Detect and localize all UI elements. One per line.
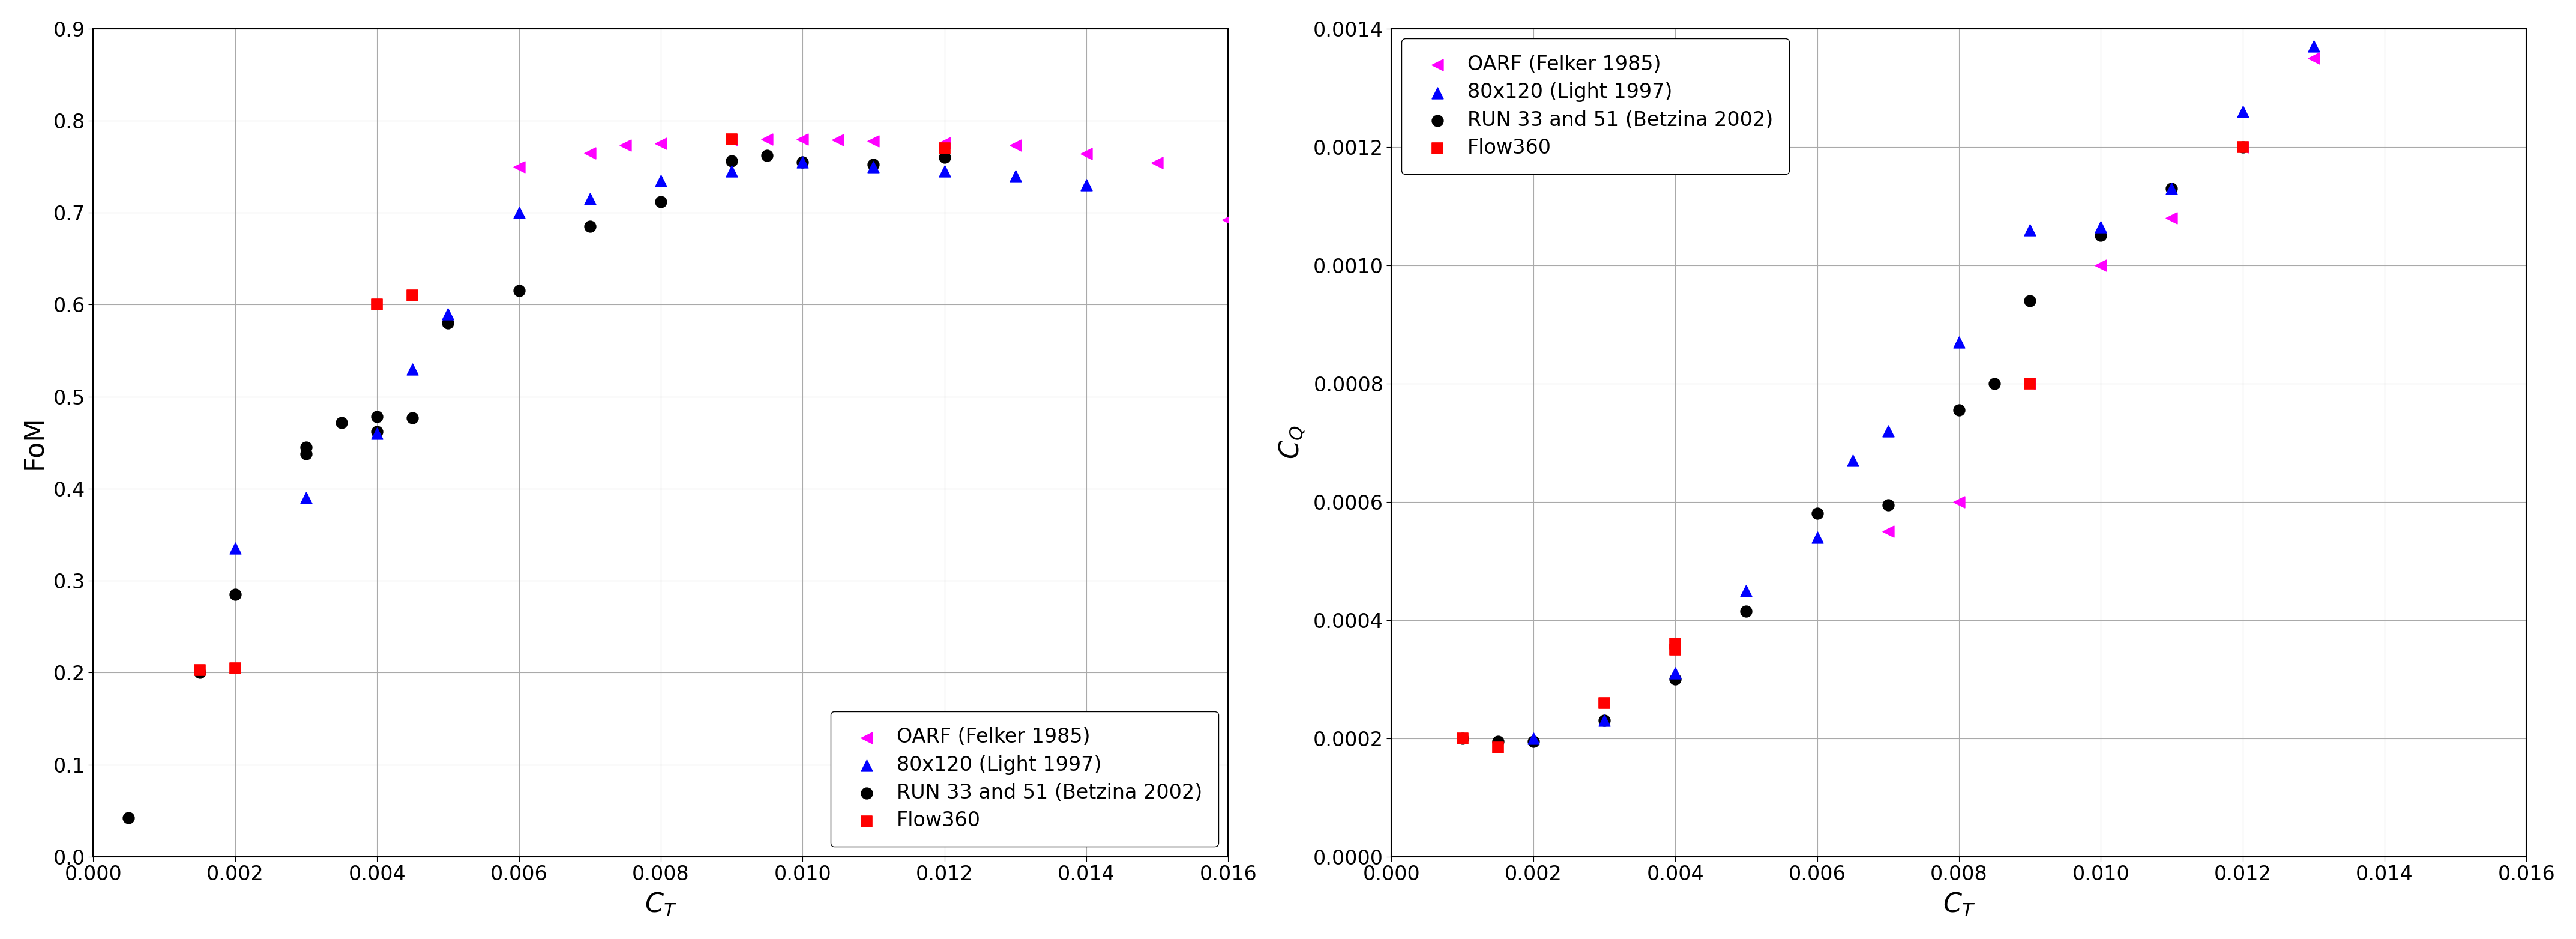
80x120 (Light 1997) bbox=[286, 490, 327, 505]
OARF (Felker 1985) bbox=[639, 136, 680, 151]
80x120 (Light 1997) bbox=[1066, 177, 1108, 192]
Y-axis label: FoM: FoM bbox=[21, 416, 46, 470]
RUN 33 and 51 (Betzina 2002) bbox=[214, 587, 255, 602]
80x120 (Light 1997) bbox=[2293, 38, 2334, 54]
OARF (Felker 1985) bbox=[1066, 146, 1108, 162]
RUN 33 and 51 (Betzina 2002) bbox=[1868, 498, 1909, 513]
RUN 33 and 51 (Betzina 2002) bbox=[711, 154, 752, 169]
RUN 33 and 51 (Betzina 2002) bbox=[286, 439, 327, 454]
80x120 (Light 1997) bbox=[639, 173, 680, 188]
80x120 (Light 1997) bbox=[853, 159, 894, 174]
Flow360 bbox=[1654, 637, 1695, 652]
OARF (Felker 1985) bbox=[1868, 524, 1909, 539]
RUN 33 and 51 (Betzina 2002) bbox=[1654, 671, 1695, 686]
OARF (Felker 1985) bbox=[569, 146, 611, 161]
RUN 33 and 51 (Betzina 2002) bbox=[569, 219, 611, 234]
RUN 33 and 51 (Betzina 2002) bbox=[747, 148, 788, 163]
RUN 33 and 51 (Betzina 2002) bbox=[428, 316, 469, 331]
80x120 (Light 1997) bbox=[1795, 530, 1837, 545]
80x120 (Light 1997) bbox=[2081, 220, 2123, 235]
OARF (Felker 1985) bbox=[497, 159, 538, 174]
RUN 33 and 51 (Betzina 2002) bbox=[1795, 506, 1837, 521]
80x120 (Light 1997) bbox=[994, 168, 1036, 183]
RUN 33 and 51 (Betzina 2002) bbox=[2081, 228, 2123, 243]
OARF (Felker 1985) bbox=[605, 138, 647, 153]
Flow360 bbox=[1443, 731, 1484, 746]
80x120 (Light 1997) bbox=[711, 163, 752, 178]
RUN 33 and 51 (Betzina 2002) bbox=[355, 409, 397, 424]
RUN 33 and 51 (Betzina 2002) bbox=[1476, 733, 1517, 748]
80x120 (Light 1997) bbox=[783, 155, 824, 170]
80x120 (Light 1997) bbox=[497, 205, 538, 220]
Flow360 bbox=[1584, 696, 1625, 711]
RUN 33 and 51 (Betzina 2002) bbox=[925, 150, 966, 165]
OARF (Felker 1985) bbox=[817, 132, 858, 147]
Y-axis label: $C_Q$: $C_Q$ bbox=[1278, 425, 1306, 459]
RUN 33 and 51 (Betzina 2002) bbox=[1937, 403, 1978, 418]
RUN 33 and 51 (Betzina 2002) bbox=[1512, 733, 1553, 748]
Flow360 bbox=[355, 297, 397, 312]
RUN 33 and 51 (Betzina 2002) bbox=[322, 415, 363, 430]
80x120 (Light 1997) bbox=[569, 192, 611, 207]
RUN 33 and 51 (Betzina 2002) bbox=[497, 284, 538, 299]
RUN 33 and 51 (Betzina 2002) bbox=[108, 810, 149, 825]
RUN 33 and 51 (Betzina 2002) bbox=[783, 155, 824, 170]
80x120 (Light 1997) bbox=[1584, 713, 1625, 728]
80x120 (Light 1997) bbox=[214, 541, 255, 556]
OARF (Felker 1985) bbox=[783, 131, 824, 146]
OARF (Felker 1985) bbox=[2293, 51, 2334, 66]
Flow360 bbox=[925, 141, 966, 156]
OARF (Felker 1985) bbox=[2223, 139, 2264, 154]
80x120 (Light 1997) bbox=[1868, 423, 1909, 439]
Legend: OARF (Felker 1985), 80x120 (Light 1997), RUN 33 and 51 (Betzina 2002), Flow360: OARF (Felker 1985), 80x120 (Light 1997),… bbox=[1401, 38, 1790, 174]
OARF (Felker 1985) bbox=[1937, 494, 1978, 509]
RUN 33 and 51 (Betzina 2002) bbox=[2223, 139, 2264, 154]
80x120 (Light 1997) bbox=[1512, 731, 1553, 746]
X-axis label: $C_T$: $C_T$ bbox=[1942, 891, 1976, 918]
80x120 (Light 1997) bbox=[1654, 666, 1695, 681]
RUN 33 and 51 (Betzina 2002) bbox=[180, 665, 222, 680]
Flow360 bbox=[214, 660, 255, 675]
Flow360 bbox=[711, 131, 752, 146]
80x120 (Light 1997) bbox=[392, 362, 433, 377]
RUN 33 and 51 (Betzina 2002) bbox=[853, 158, 894, 173]
OARF (Felker 1985) bbox=[711, 132, 752, 147]
Flow360 bbox=[2009, 376, 2050, 391]
OARF (Felker 1985) bbox=[1136, 156, 1177, 171]
80x120 (Light 1997) bbox=[355, 426, 397, 441]
80x120 (Light 1997) bbox=[2009, 223, 2050, 238]
RUN 33 and 51 (Betzina 2002) bbox=[1443, 731, 1484, 746]
OARF (Felker 1985) bbox=[2151, 210, 2192, 225]
OARF (Felker 1985) bbox=[2081, 257, 2123, 272]
80x120 (Light 1997) bbox=[1832, 453, 1873, 468]
Flow360 bbox=[1476, 740, 1517, 755]
RUN 33 and 51 (Betzina 2002) bbox=[392, 410, 433, 425]
X-axis label: $C_T$: $C_T$ bbox=[644, 891, 677, 918]
RUN 33 and 51 (Betzina 2002) bbox=[1584, 713, 1625, 728]
RUN 33 and 51 (Betzina 2002) bbox=[355, 424, 397, 439]
OARF (Felker 1985) bbox=[2009, 376, 2050, 391]
RUN 33 and 51 (Betzina 2002) bbox=[2009, 293, 2050, 308]
OARF (Felker 1985) bbox=[1208, 212, 1249, 227]
80x120 (Light 1997) bbox=[428, 306, 469, 321]
80x120 (Light 1997) bbox=[2151, 181, 2192, 196]
OARF (Felker 1985) bbox=[747, 131, 788, 146]
RUN 33 and 51 (Betzina 2002) bbox=[286, 446, 327, 461]
OARF (Felker 1985) bbox=[994, 138, 1036, 153]
80x120 (Light 1997) bbox=[2223, 104, 2264, 119]
80x120 (Light 1997) bbox=[1937, 334, 1978, 349]
80x120 (Light 1997) bbox=[1726, 583, 1767, 598]
RUN 33 and 51 (Betzina 2002) bbox=[2151, 181, 2192, 196]
Flow360 bbox=[2223, 139, 2264, 154]
RUN 33 and 51 (Betzina 2002) bbox=[639, 194, 680, 209]
Flow360 bbox=[1654, 642, 1695, 657]
OARF (Felker 1985) bbox=[853, 133, 894, 148]
Flow360 bbox=[392, 288, 433, 303]
Legend: OARF (Felker 1985), 80x120 (Light 1997), RUN 33 and 51 (Betzina 2002), Flow360: OARF (Felker 1985), 80x120 (Light 1997),… bbox=[829, 712, 1218, 847]
RUN 33 and 51 (Betzina 2002) bbox=[1973, 376, 2014, 391]
Flow360 bbox=[180, 662, 222, 677]
RUN 33 and 51 (Betzina 2002) bbox=[1726, 604, 1767, 619]
80x120 (Light 1997) bbox=[925, 163, 966, 178]
OARF (Felker 1985) bbox=[925, 135, 966, 150]
